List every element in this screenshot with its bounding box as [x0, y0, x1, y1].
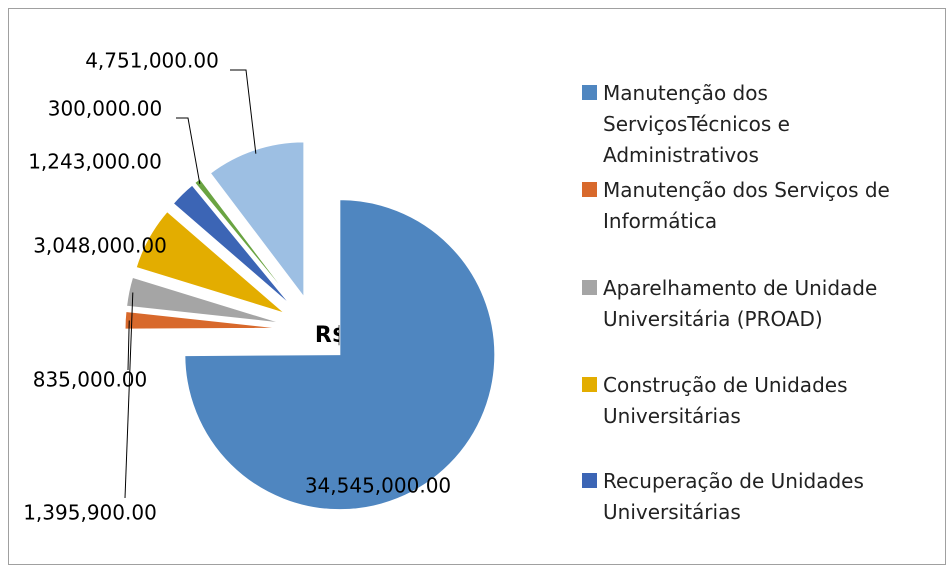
data-label: 3,048,000.00	[33, 234, 167, 258]
legend-label: Construção de Unidades Universitárias	[603, 373, 848, 428]
legend-label: Manutenção dos ServiçosTécnicos e Admini…	[603, 81, 790, 167]
pie-slice	[135, 210, 285, 314]
legend-swatch	[582, 280, 597, 295]
legend-entry: Manutenção dos Serviços de Informática	[582, 175, 932, 237]
data-label: 34,545,000.00	[305, 474, 451, 498]
pie-slice	[172, 184, 291, 306]
pie-slice	[209, 141, 305, 299]
legend-label: Aparelhamento de Unidade Universitária (…	[603, 276, 878, 331]
data-label: 1,395,900.00	[23, 501, 157, 525]
legend-entry: Manutenção dos ServiçosTécnicos e Admini…	[582, 78, 932, 171]
pie-slice	[194, 178, 294, 303]
legend-entry: Recuperação de Unidades Universitárias	[582, 466, 932, 528]
data-label: 1,243,000.00	[28, 150, 162, 174]
legend-label: Manutenção dos Serviços de Informática	[603, 178, 890, 233]
data-label: 4,751,000.00	[85, 49, 219, 73]
pie-slice	[184, 199, 496, 511]
legend-entry: Construção de Unidades Universitárias	[582, 370, 932, 432]
data-label: 300,000.00	[48, 97, 163, 121]
pie-slice	[126, 276, 281, 324]
legend-swatch	[582, 377, 597, 392]
legend-swatch	[582, 473, 597, 488]
legend-label: Recuperação de Unidades Universitárias	[603, 469, 864, 524]
legend-entry: Aparelhamento de Unidade Universitária (…	[582, 273, 932, 335]
pie-slice	[124, 310, 281, 330]
legend-swatch	[582, 85, 597, 100]
leader-line	[127, 320, 130, 371]
data-label: 835,000.00	[33, 368, 148, 392]
leader-line	[124, 292, 134, 499]
legend-swatch	[582, 182, 597, 197]
leader-line	[176, 117, 201, 185]
leader-line	[230, 69, 257, 154]
